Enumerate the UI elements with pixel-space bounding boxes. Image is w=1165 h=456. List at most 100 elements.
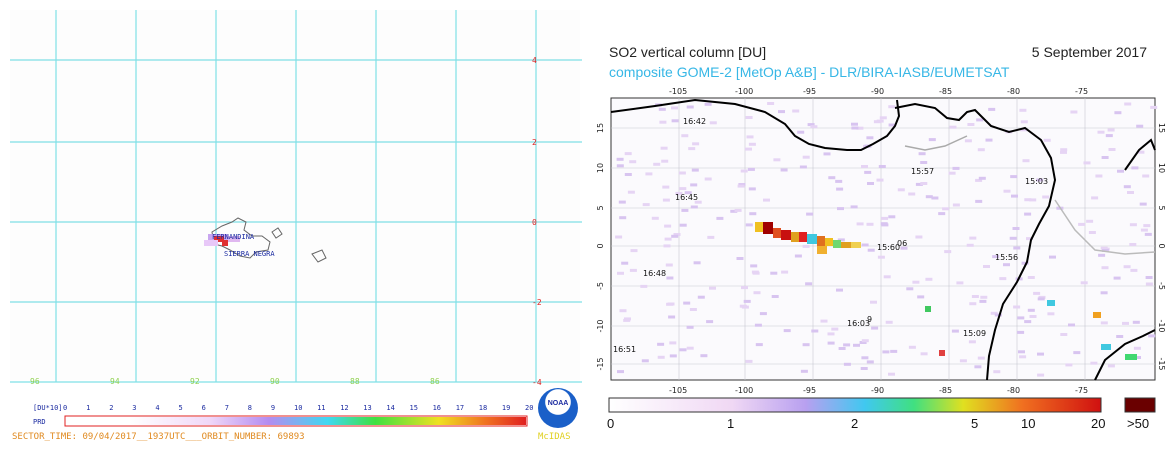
noise-pixel [734,208,742,212]
scale-tick: 0 [63,404,68,412]
noise-pixel [1090,361,1098,365]
noise-pixel [641,359,649,363]
noise-pixel [799,165,807,169]
noise-pixel [993,370,1001,374]
noise-pixel [931,196,939,200]
noise-pixel [624,173,632,176]
noise-pixel [675,191,683,195]
noise-pixel [794,254,802,258]
noise-pixel [851,126,859,130]
noise-pixel [823,152,831,156]
noise-pixel [837,238,845,242]
noise-pixel [623,318,631,322]
overpass-time-label: 16:51 [613,345,636,354]
noise-pixel [730,209,738,213]
noise-pixel [969,236,977,240]
noise-pixel [861,243,869,247]
noise-pixel [653,162,661,166]
noise-pixel [659,120,667,124]
noise-pixel [693,261,701,265]
noise-pixel [861,165,868,168]
noise-pixel [1117,169,1124,173]
noise-pixel [897,188,905,192]
noise-pixel [856,126,864,130]
noise-pixel [885,320,893,324]
noaa-logo-text: NOAA [547,400,569,407]
noise-pixel [949,125,957,129]
noise-pixel [861,356,869,360]
noise-pixel [952,203,960,207]
so2-pixel [222,240,228,246]
noise-pixel [770,271,778,275]
overpass-time-label: 15:03 [1025,177,1048,186]
noise-pixel [736,257,744,260]
noise-pixel [686,105,694,109]
so2-background-noise [615,102,1158,377]
noise-pixel [975,178,983,182]
noise-pixel [1107,128,1115,132]
noise-pixel [1148,334,1156,338]
noise-pixel [888,105,896,109]
noise-pixel [1049,255,1056,259]
noise-pixel [1019,355,1027,359]
scale-tick: 10 [294,404,303,412]
lon-label-bottom: -80 [1007,386,1020,395]
lon-label-top: -75 [1075,87,1088,96]
noise-pixel [679,187,687,191]
noise-pixel [662,185,670,189]
lon-label-top: -100 [735,87,753,96]
noise-pixel [1101,249,1109,252]
colorbar-label: >50 [1127,416,1150,431]
mcidas-label: McIDAS [538,432,571,442]
noise-pixel [1086,219,1094,223]
colorbar-label: 1 [727,416,735,431]
so2-pixel [228,236,240,242]
noise-pixel [1060,333,1068,336]
noise-pixel [968,340,976,344]
noise-pixel [771,295,779,298]
noise-pixel [1132,320,1140,324]
noise-pixel [681,208,689,212]
noise-pixel [617,370,624,374]
noise-pixel [915,182,923,186]
noise-pixel [800,369,808,373]
noise-pixel [944,250,952,254]
noise-pixel [802,244,810,248]
noise-pixel [1010,175,1018,179]
place-label-sierra-negra: SIERRA NEGRA [224,250,275,258]
noise-pixel [1024,198,1032,202]
noise-pixel [994,313,1002,317]
lat-label: 0 [532,218,537,227]
noise-pixel [746,135,754,139]
noise-pixel [664,237,672,241]
noise-pixel [1060,150,1067,154]
so2-plume-pixel [755,222,763,232]
noise-pixel [900,246,908,250]
noise-pixel [876,178,884,182]
noise-pixel [1011,194,1018,198]
noise-pixel [629,160,637,164]
right-colorbar [608,397,1102,413]
noise-pixel [1047,312,1055,316]
noise-pixel [673,233,681,236]
overpass-time-label: 15:56 [995,253,1018,262]
island-coastline [271,227,283,239]
lat-label-right: 10 [1157,163,1165,173]
noise-pixel [828,176,836,180]
lat-label: 4 [532,56,537,65]
noise-pixel [992,255,1000,259]
noise-pixel [616,164,624,168]
left-map-background [10,10,580,380]
noise-pixel [1127,191,1134,194]
noise-pixel [684,191,692,195]
noise-pixel [1021,261,1029,265]
scale-tick: 11 [317,404,326,412]
colorbar-label: 0 [607,416,615,431]
overpass-time-label: 16:48 [643,269,666,278]
noise-pixel [748,187,756,191]
noise-pixel [967,123,975,126]
noise-pixel [864,170,872,174]
isabela-coastline [211,217,271,259]
noise-pixel [1116,335,1124,338]
noise-pixel [665,263,673,267]
